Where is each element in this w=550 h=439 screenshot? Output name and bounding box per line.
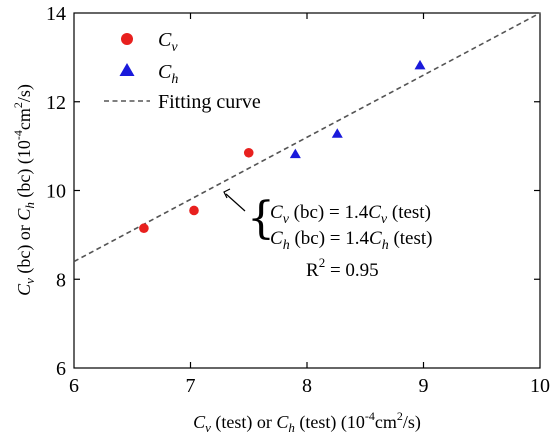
x-tick-label: 10	[530, 375, 550, 397]
legend-cv-label: Cv	[158, 29, 178, 55]
y-tick-label: 6	[56, 358, 66, 380]
x-tick-label: 7	[186, 375, 196, 397]
legend-ch-label: Ch	[158, 61, 178, 87]
annotation-arrow-head	[223, 188, 231, 199]
x-tick-label: 8	[302, 375, 312, 397]
points-layer	[139, 59, 426, 234]
y-axis-label: Cv (bc) or Ch (bc) (10-4cm2/s)	[11, 84, 37, 296]
data-point-cv	[139, 223, 149, 234]
x-tick-label: 6	[69, 375, 79, 397]
legend: Cv Ch Fitting curve	[104, 29, 261, 113]
y-tick-label: 8	[56, 269, 66, 291]
data-point-ch	[289, 148, 301, 159]
plot-frame	[73, 12, 541, 369]
legend-ch-marker	[119, 63, 135, 76]
annotation-brace: {	[247, 193, 275, 244]
fit-line	[73, 12, 541, 263]
annotation-arrow-line	[225, 193, 246, 212]
tick-layer: 6 7 8 9 10 6 8 10 12 14	[46, 3, 550, 397]
fit-line-layer	[73, 12, 541, 263]
data-point-cv	[189, 205, 199, 216]
annotation: { Cv (bc) = 1.4Cv (test) Ch (bc) = 1.4Ch…	[223, 188, 432, 281]
annotation-r2: R2 = 0.95	[306, 255, 379, 281]
legend-fit-label: Fitting curve	[158, 91, 261, 113]
annotation-eq2: Ch (bc) = 1.4Ch (test)	[270, 228, 432, 253]
y-tick-label: 10	[46, 181, 66, 203]
data-point-ch	[414, 59, 426, 70]
x-tick-label: 9	[419, 375, 429, 397]
x-axis-label: Cv (test) or Ch (test) (10-4cm2/s)	[193, 409, 421, 435]
y-tick-label: 14	[46, 3, 66, 25]
legend-cv-marker	[121, 33, 133, 45]
annotation-eq1: Cv (bc) = 1.4Cv (test)	[270, 202, 431, 227]
data-point-ch	[331, 128, 343, 138]
y-tick-label: 12	[46, 92, 66, 114]
data-point-cv	[243, 147, 254, 158]
